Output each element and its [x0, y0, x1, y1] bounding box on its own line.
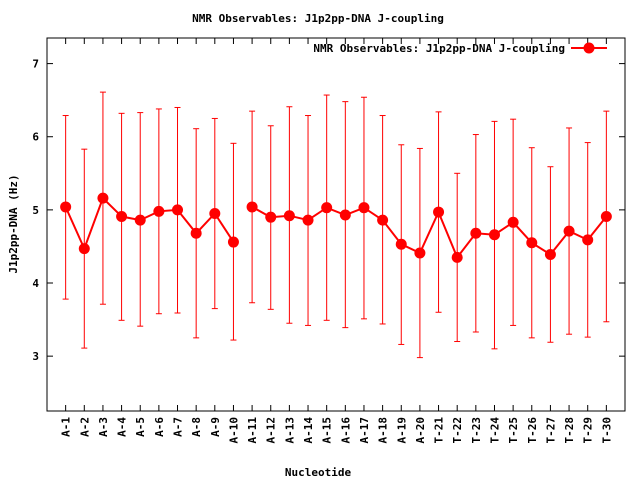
data-point	[395, 238, 407, 250]
data-point	[60, 201, 72, 213]
x-axis-ticks: A-1 A-2 A-3 A-4 A-5 A-6 A-7 A-8 A-9 A-10 A-11 A-12 A…	[60, 38, 613, 444]
data-point	[190, 227, 202, 239]
data-point	[507, 216, 519, 228]
x-tick-label: A-19	[395, 417, 408, 444]
x-tick-label: T-22	[451, 417, 464, 444]
data-point	[209, 208, 221, 220]
data-point	[134, 214, 146, 226]
x-tick-label: A-17	[358, 417, 371, 444]
series-line	[64, 196, 235, 252]
x-tick-label: T-26	[526, 417, 539, 444]
x-tick-label: A-14	[302, 417, 315, 444]
x-axis-label: Nucleotide	[285, 466, 352, 479]
data-point	[265, 211, 277, 223]
data-point	[302, 214, 314, 226]
legend-label: NMR Observables: J1p2pp-DNA J-coupling	[313, 42, 565, 55]
data-point	[339, 209, 351, 221]
x-tick-label: A-5	[134, 417, 147, 437]
x-tick-label: T-28	[563, 417, 576, 444]
x-tick-label: A-11	[246, 417, 259, 444]
data-point	[582, 234, 594, 246]
data-point	[600, 210, 612, 222]
data-point	[451, 251, 463, 263]
series-layer	[60, 91, 612, 359]
x-tick-label: A-8	[190, 417, 203, 437]
x-tick-label: A-1	[60, 417, 73, 437]
data-point	[377, 214, 389, 226]
data-point	[283, 210, 295, 222]
data-point	[526, 237, 538, 249]
data-point	[358, 202, 370, 214]
x-tick-label: A-20	[414, 417, 427, 444]
x-tick-label: T-21	[433, 417, 446, 444]
x-tick-label: A-2	[78, 417, 91, 437]
x-tick-label: A-13	[283, 417, 296, 444]
y-tick-label: 4	[32, 277, 39, 290]
y-tick-label: 5	[32, 204, 39, 217]
y-tick-label: 6	[32, 131, 39, 144]
y-axis-label: J1p2pp-DNA (Hz)	[7, 174, 20, 273]
x-tick-label: A-6	[153, 417, 166, 437]
x-tick-label: A-10	[227, 417, 240, 444]
data-point	[433, 206, 445, 218]
x-tick-label: T-29	[582, 417, 595, 444]
chart-title: NMR Observables: J1p2pp-DNA J-coupling	[192, 12, 444, 25]
data-point	[321, 202, 333, 214]
x-tick-label: T-25	[507, 417, 520, 444]
data-point	[172, 204, 184, 216]
x-tick-label: T-27	[544, 417, 557, 444]
legend: NMR Observables: J1p2pp-DNA J-coupling	[313, 42, 607, 55]
x-tick-label: T-30	[600, 417, 613, 444]
data-point	[227, 236, 239, 248]
data-point	[78, 243, 90, 255]
x-tick-label: A-18	[377, 417, 390, 444]
x-tick-label: T-23	[470, 417, 483, 444]
data-point	[153, 205, 165, 217]
x-tick-label: T-24	[488, 417, 501, 444]
data-point	[414, 247, 426, 259]
data-point	[488, 229, 500, 241]
plot-frame	[46, 37, 626, 412]
data-point	[246, 201, 258, 213]
x-tick-label: A-7	[172, 417, 185, 437]
y-tick-label: 3	[32, 350, 39, 363]
data-point	[97, 192, 109, 204]
data-point	[116, 210, 128, 222]
data-point	[563, 225, 575, 237]
legend-marker	[583, 42, 595, 54]
data-point	[544, 248, 556, 260]
x-tick-label: A-3	[97, 417, 110, 437]
x-tick-label: A-15	[321, 417, 334, 444]
x-tick-label: A-16	[339, 417, 352, 444]
y-axis-ticks: 3 4 5 6 7	[32, 58, 625, 363]
x-tick-label: A-12	[265, 417, 278, 444]
data-point	[470, 227, 482, 239]
x-tick-label: A-4	[116, 417, 129, 437]
x-tick-label: A-9	[209, 417, 222, 437]
y-tick-label: 7	[32, 58, 39, 71]
